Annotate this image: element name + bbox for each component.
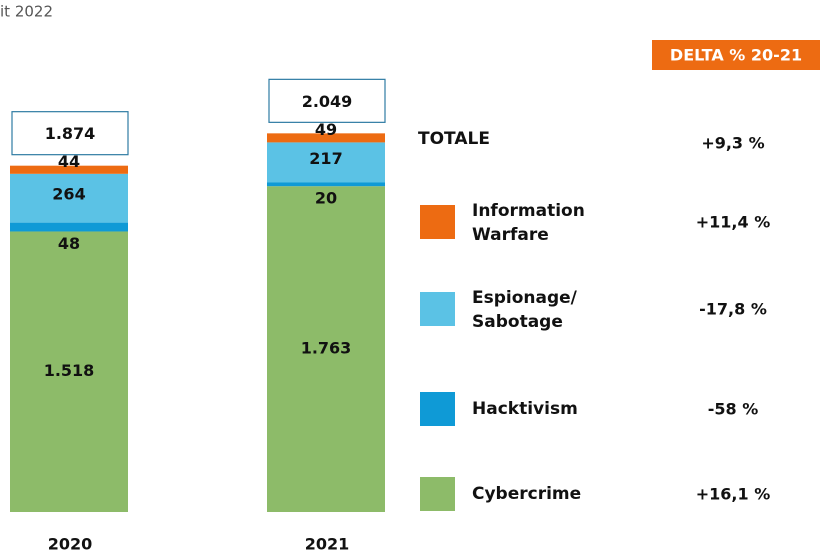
value-label: 49 bbox=[315, 120, 337, 139]
total-label: 2.049 bbox=[302, 92, 353, 111]
delta-value: -58 % bbox=[708, 400, 759, 419]
delta-header: DELTA % 20-21 bbox=[670, 46, 802, 65]
bar-segment bbox=[10, 165, 128, 174]
legend-label: Cybercrime bbox=[472, 484, 581, 504]
subtitle: it 2022 bbox=[0, 3, 53, 21]
total-label: 1.874 bbox=[45, 124, 96, 143]
bar-segment bbox=[267, 142, 385, 183]
delta-header-bg bbox=[652, 40, 820, 70]
x-tick-label: 2021 bbox=[305, 535, 350, 551]
legend-swatch bbox=[420, 477, 455, 511]
x-tick-label: 2020 bbox=[48, 535, 93, 551]
delta-value: -17,8 % bbox=[699, 300, 767, 319]
bar-segment bbox=[267, 186, 385, 512]
value-label: 44 bbox=[58, 152, 80, 171]
legend-label: Information Warfare bbox=[472, 201, 591, 245]
bar-segment bbox=[10, 173, 128, 223]
legend-swatch bbox=[420, 205, 455, 239]
total-box bbox=[11, 111, 129, 156]
value-label: 48 bbox=[58, 234, 80, 253]
legend-label: Hacktivism bbox=[472, 399, 578, 419]
total-box bbox=[268, 78, 386, 123]
legend-swatch bbox=[420, 392, 455, 426]
value-label: 20 bbox=[315, 189, 337, 208]
legend-swatch bbox=[420, 292, 455, 326]
delta-value: +16,1 % bbox=[696, 485, 770, 504]
total-name: TOTALE bbox=[418, 129, 490, 149]
value-label: 264 bbox=[52, 185, 85, 204]
bar-segment bbox=[267, 182, 385, 187]
delta-value: +11,4 % bbox=[696, 213, 770, 232]
value-label: 1.518 bbox=[44, 361, 95, 380]
bar-segment bbox=[267, 133, 385, 143]
legend-label: Espionage/ Sabotage bbox=[472, 288, 583, 332]
bar-segment bbox=[10, 231, 128, 512]
value-label: 1.763 bbox=[301, 339, 352, 358]
value-label: 217 bbox=[309, 149, 342, 168]
bar-segment bbox=[10, 222, 128, 232]
total-delta: +9,3 % bbox=[701, 134, 764, 153]
